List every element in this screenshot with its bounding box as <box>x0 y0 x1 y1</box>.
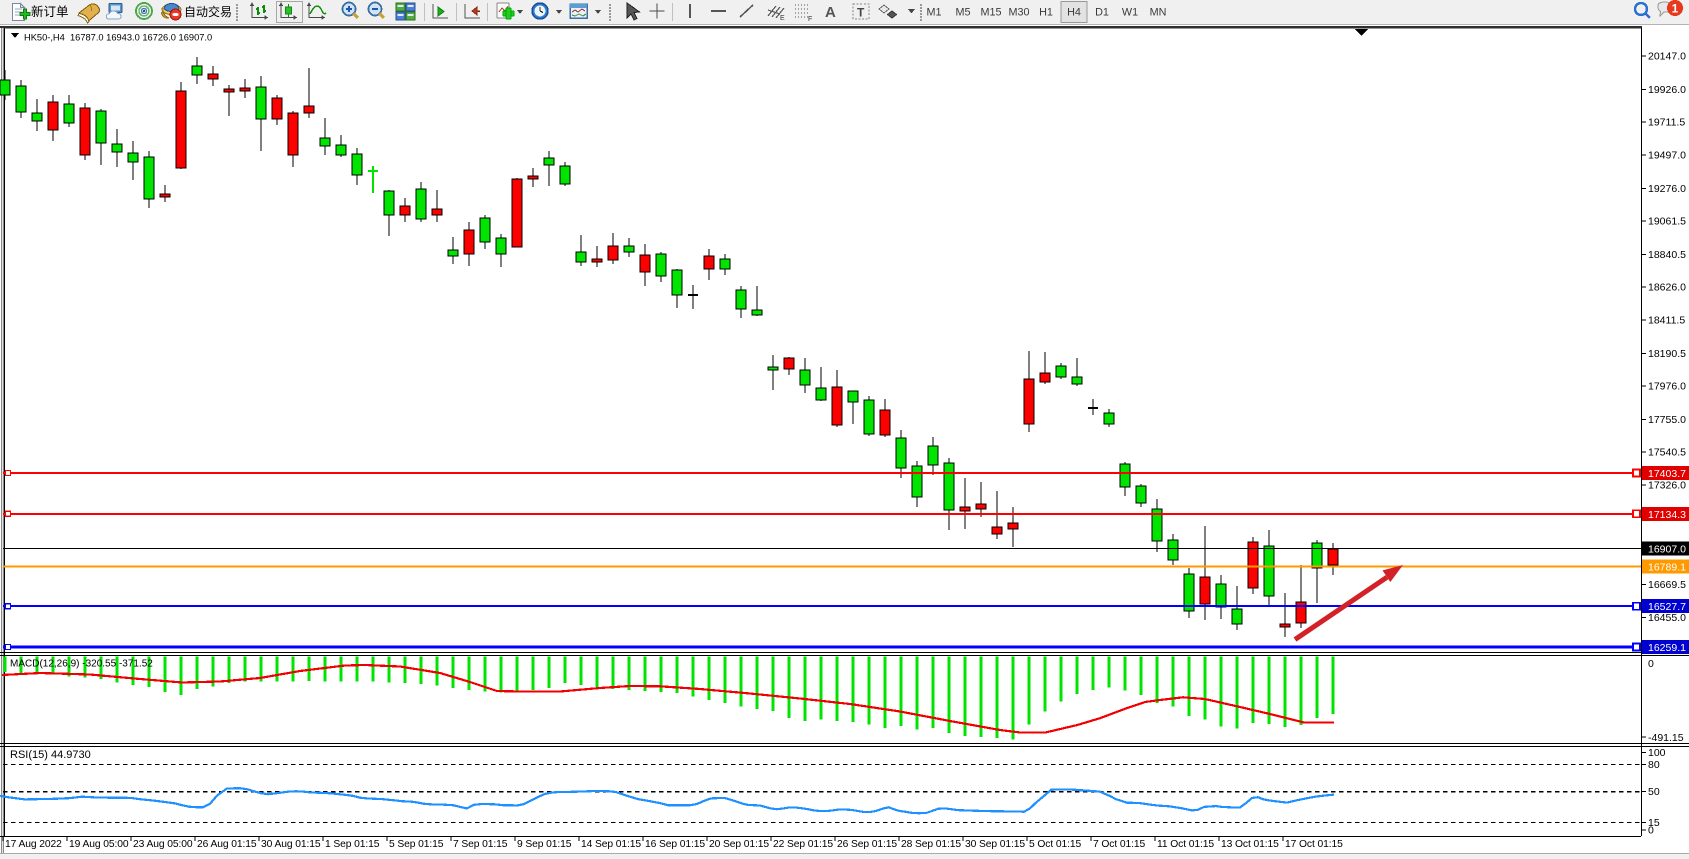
svg-text:100: 100 <box>1648 747 1666 759</box>
svg-text:23 Aug 05:00: 23 Aug 05:00 <box>133 839 193 850</box>
svg-text:-491.15: -491.15 <box>1648 732 1684 744</box>
svg-text:19926.0: 19926.0 <box>1648 84 1686 96</box>
svg-text:MN: MN <box>1150 7 1167 19</box>
svg-text:16907.0: 16907.0 <box>1648 544 1686 556</box>
svg-text:26 Sep 01:15: 26 Sep 01:15 <box>837 839 897 850</box>
svg-text:7 Sep 01:15: 7 Sep 01:15 <box>453 839 508 850</box>
svg-text:M30: M30 <box>1008 7 1029 19</box>
svg-text:H4: H4 <box>1067 7 1081 19</box>
svg-text:16789.1: 16789.1 <box>1648 561 1686 573</box>
svg-text:H1: H1 <box>1039 7 1053 19</box>
svg-text:0: 0 <box>1648 825 1654 837</box>
svg-text:16455.0: 16455.0 <box>1648 612 1686 624</box>
svg-text:7 Oct 01:15: 7 Oct 01:15 <box>1093 839 1146 850</box>
svg-text:RSI(15) 44.9730: RSI(15) 44.9730 <box>10 749 91 761</box>
svg-text:30 Sep 01:15: 30 Sep 01:15 <box>965 839 1025 850</box>
svg-text:HK50-,H4 16787.0 16943.0 1672: HK50-,H4 16787.0 16943.0 16726.0 16907.0 <box>24 33 212 43</box>
svg-text:15: 15 <box>1648 817 1660 829</box>
svg-text:新订单: 新订单 <box>31 4 69 19</box>
svg-text:17540.5: 17540.5 <box>1648 447 1686 459</box>
svg-text:16 Sep 01:15: 16 Sep 01:15 <box>645 839 705 850</box>
svg-text:17 Oct 01:15: 17 Oct 01:15 <box>1285 839 1343 850</box>
svg-text:22 Sep 01:15: 22 Sep 01:15 <box>773 839 833 850</box>
svg-text:W1: W1 <box>1122 7 1138 19</box>
svg-text:自动交易: 自动交易 <box>184 4 232 19</box>
svg-text:M1: M1 <box>927 7 942 19</box>
svg-text:17976.0: 17976.0 <box>1648 381 1686 393</box>
svg-text:18190.5: 18190.5 <box>1648 348 1686 360</box>
svg-text:1: 1 <box>1672 2 1679 16</box>
svg-text:80: 80 <box>1648 759 1660 771</box>
svg-text:17403.7: 17403.7 <box>1648 468 1686 480</box>
svg-text:16669.5: 16669.5 <box>1648 579 1686 591</box>
svg-text:5 Sep 01:15: 5 Sep 01:15 <box>389 839 444 850</box>
svg-text:A: A <box>825 4 836 21</box>
svg-text:17 Aug 2022: 17 Aug 2022 <box>5 839 62 850</box>
svg-text:11 Oct 01:15: 11 Oct 01:15 <box>1157 839 1214 850</box>
svg-text:19497.0: 19497.0 <box>1648 149 1686 161</box>
svg-text:0: 0 <box>1648 658 1654 670</box>
svg-text:M5: M5 <box>956 7 971 19</box>
svg-text:T: T <box>857 6 865 20</box>
svg-text:18840.5: 18840.5 <box>1648 249 1686 261</box>
svg-text:16259.1: 16259.1 <box>1648 642 1686 654</box>
svg-text:50: 50 <box>1648 786 1660 798</box>
svg-text:17326.0: 17326.0 <box>1648 479 1686 491</box>
svg-text:20147.0: 20147.0 <box>1648 51 1686 63</box>
svg-text:20 Sep 01:15: 20 Sep 01:15 <box>709 839 769 850</box>
svg-text:26 Aug 01:15: 26 Aug 01:15 <box>197 839 257 850</box>
svg-text:19276.0: 19276.0 <box>1648 183 1686 195</box>
svg-text:17134.3: 17134.3 <box>1648 509 1686 521</box>
svg-text:17755.0: 17755.0 <box>1648 414 1686 426</box>
svg-text:30 Aug 01:15: 30 Aug 01:15 <box>261 839 321 850</box>
svg-text:M15: M15 <box>980 7 1001 19</box>
svg-text:E: E <box>780 15 785 22</box>
svg-text:19711.5: 19711.5 <box>1648 117 1685 129</box>
svg-text:14 Sep 01:15: 14 Sep 01:15 <box>581 839 641 850</box>
svg-text:18411.5: 18411.5 <box>1648 314 1685 326</box>
svg-text:9 Sep 01:15: 9 Sep 01:15 <box>517 839 572 850</box>
svg-text:MACD(12,26,9) -320.55 -371.52: MACD(12,26,9) -320.55 -371.52 <box>10 659 153 670</box>
svg-text:28 Sep 01:15: 28 Sep 01:15 <box>901 839 961 850</box>
svg-text:F: F <box>808 16 812 23</box>
svg-text:1 Sep 01:15: 1 Sep 01:15 <box>325 839 380 850</box>
svg-text:13 Oct 01:15: 13 Oct 01:15 <box>1221 839 1279 850</box>
svg-text:19 Aug 05:00: 19 Aug 05:00 <box>69 839 129 850</box>
svg-text:D1: D1 <box>1095 7 1109 19</box>
svg-text:16527.7: 16527.7 <box>1648 601 1686 613</box>
svg-text:19061.5: 19061.5 <box>1648 216 1686 228</box>
svg-text:18626.0: 18626.0 <box>1648 282 1686 294</box>
svg-text:5 Oct 01:15: 5 Oct 01:15 <box>1029 839 1082 850</box>
